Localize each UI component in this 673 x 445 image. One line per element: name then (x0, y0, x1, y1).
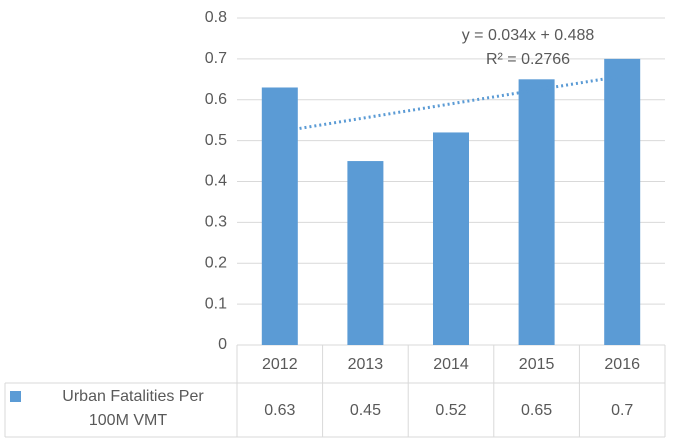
plot: 0 0.1 0.2 0.3 0.4 0.5 0.6 0.7 0.8 2012 0.63 2013 0.4… (4, 9, 666, 438)
y-tick-label: 0.5 (205, 132, 227, 149)
legend-swatch (10, 391, 21, 402)
table-value: 0.63 (264, 402, 295, 419)
y-tick-label: 0.2 (205, 254, 227, 271)
y-tick-label: 0.4 (205, 173, 227, 190)
bar (347, 161, 384, 345)
x-tick-label: 2012 (262, 356, 298, 373)
table-value: 0.45 (350, 402, 381, 419)
x-tick-label: 2016 (604, 356, 640, 373)
trendline-equation: y = 0.034x + 0.488 (462, 27, 595, 44)
trendline-r-squared: R² = 0.2766 (486, 51, 570, 68)
x-tick-label: 2015 (519, 356, 555, 373)
table-value: 0.52 (435, 402, 466, 419)
bar (518, 79, 555, 345)
x-tick-label: 2014 (433, 356, 469, 373)
table-value: 0.65 (521, 402, 552, 419)
x-tick-label: 2013 (348, 356, 384, 373)
y-tick-label: 0.7 (205, 50, 227, 67)
legend-label: Urban Fatalities Per 100M VMT (62, 388, 204, 429)
bar (261, 87, 298, 346)
y-tick-label: 0.1 (205, 295, 227, 312)
y-tick-label: 0.8 (205, 9, 227, 26)
bar (604, 58, 641, 345)
y-tick-label: 0.6 (205, 91, 227, 108)
bar (433, 132, 469, 345)
y-tick-label: 0 (218, 336, 227, 353)
table-value: 0.7 (611, 402, 633, 419)
trendline (279, 74, 623, 134)
y-tick-label: 0.3 (205, 214, 227, 231)
